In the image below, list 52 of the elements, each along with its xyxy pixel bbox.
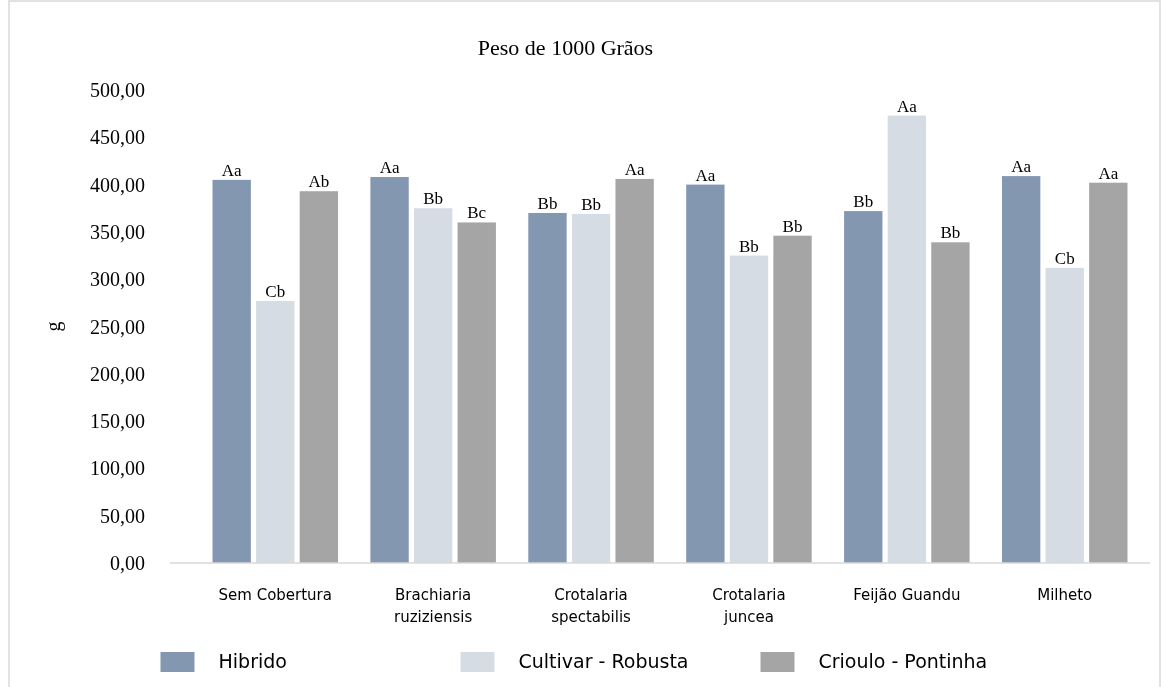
data-label: Aa [896, 96, 918, 116]
data-label: Aa [624, 159, 645, 179]
x-tick-label: Sem Cobertura [218, 586, 332, 604]
y-tick-label: 250,00 [90, 315, 145, 338]
x-tick-label: Crotalaria juncea [712, 586, 786, 626]
data-label: Aa [1098, 163, 1119, 183]
data-label: Aa [1011, 157, 1032, 177]
data-label: Aa [379, 158, 400, 178]
x-tick-label: Crotalaria spectabilis [551, 586, 632, 626]
data-label: Bb [423, 189, 444, 209]
x-tick-label: Feijão Guandu [853, 586, 961, 604]
bar [615, 178, 654, 563]
bar [844, 211, 883, 563]
y-tick-label: 450,00 [90, 126, 145, 149]
y-axis-title: g [42, 321, 65, 332]
bar [931, 242, 970, 563]
data-label: Aa [695, 165, 716, 185]
data-label: Ab [308, 172, 330, 192]
y-tick-label: 400,00 [90, 173, 145, 196]
data-label: Aa [221, 160, 243, 180]
legend-label: Hibrido [218, 650, 287, 672]
data-label: Bb [853, 192, 874, 212]
data-label: Bb [739, 236, 759, 256]
y-tick-label: 100,00 [90, 457, 145, 480]
data-label: Bb [581, 194, 601, 214]
data-label: Bb [537, 193, 558, 213]
y-tick-label: 500,00 [90, 79, 145, 101]
y-tick-label: 0,00 [110, 552, 145, 574]
y-tick-label: 200,00 [90, 362, 145, 385]
x-tick-label: Brachiaria ruziziensis [394, 586, 473, 626]
bar [1001, 176, 1041, 563]
legend-label: Crioulo - Pontinha [818, 650, 988, 672]
y-tick-label: 150,00 [90, 410, 145, 433]
data-label: Bb [940, 223, 961, 243]
bar [773, 235, 812, 563]
y-tick-label: 350,00 [90, 220, 145, 243]
legend-label: Cultivar - Robusta [518, 650, 689, 672]
data-label: Bc [467, 203, 487, 223]
data-label: Cb [1054, 248, 1075, 268]
bar [299, 191, 339, 563]
bar [212, 179, 251, 563]
bar [528, 212, 567, 563]
x-tick-label: Milheto [1037, 586, 1093, 604]
bar [370, 177, 409, 563]
bar [1089, 182, 1128, 563]
data-label: Bb [782, 216, 803, 236]
bar [457, 222, 496, 563]
y-tick-label: 300,00 [90, 268, 145, 291]
y-tick-label: 50,00 [100, 504, 145, 527]
bar [686, 184, 725, 563]
chart-title: Peso de 1000 Grãos [477, 35, 654, 60]
data-label: Cb [265, 281, 286, 301]
